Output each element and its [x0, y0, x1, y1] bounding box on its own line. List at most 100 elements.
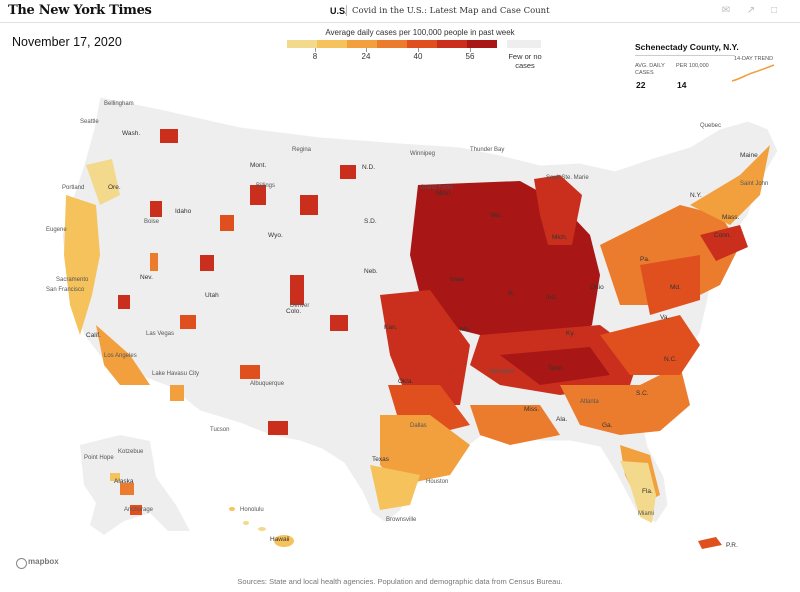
state-label: N.D.	[362, 164, 375, 171]
state-labels: Wash. Ore. Calif. Nev. Idaho Mont. Wyo. …	[86, 130, 758, 549]
state-label: Ky.	[566, 330, 575, 337]
state-label: Neb.	[364, 268, 378, 275]
top-bar: The New York Times U.S. Covid in the U.S…	[0, 0, 800, 23]
hawaii-island	[243, 521, 249, 525]
hawaii-island	[258, 527, 266, 531]
state-label: Ala.	[556, 416, 567, 423]
place-labels: Bellingham Seattle Portland Eugene Sacra…	[46, 101, 768, 523]
per-100k-header: PER 100,000	[676, 63, 709, 69]
place-label: Anchorage	[124, 507, 154, 513]
state-label: N.C.	[664, 356, 677, 363]
place-label: Point Hope	[84, 455, 114, 461]
legend-swatch	[377, 40, 407, 48]
legend-swatch	[467, 40, 497, 48]
place-label: Sault Ste. Marie	[546, 175, 589, 181]
place-label: Houston	[426, 479, 448, 485]
covid-case-map[interactable]: Wash. Ore. Calif. Nev. Idaho Mont. Wyo. …	[0, 85, 800, 555]
place-label: Saint John	[740, 181, 768, 187]
divider	[635, 55, 735, 56]
legend-tick-label: 40	[413, 52, 423, 61]
legend-tickmark	[418, 48, 419, 52]
state-label: Wis.	[490, 212, 503, 219]
legend-swatch	[437, 40, 467, 48]
place-label: Dallas	[410, 423, 427, 429]
place-label: Lake Havasu City	[152, 371, 199, 377]
place-label: Billings	[256, 183, 275, 189]
state-label: Alaska	[114, 478, 134, 485]
legend-tick-label: 8	[312, 52, 318, 61]
legend-swatch	[407, 40, 437, 48]
state-label: Nev.	[140, 274, 153, 281]
nyt-logo[interactable]: The New York Times	[8, 3, 152, 18]
legend-tickmark	[315, 48, 316, 52]
legend-no-data-swatch	[507, 40, 541, 48]
share-icon[interactable]: ✉	[721, 5, 731, 16]
place-label: Las Vegas	[146, 331, 174, 337]
legend-swatch	[317, 40, 347, 48]
state-label: Utah	[205, 292, 219, 299]
place-label: Tucson	[210, 427, 229, 433]
place-label: Memphis	[490, 369, 514, 375]
place-label: Quebec	[700, 123, 721, 129]
state-label: Minn.	[436, 190, 452, 197]
state-label: Conn.	[714, 232, 732, 239]
legend-swatch	[287, 40, 317, 48]
legend-color-scale	[287, 40, 497, 48]
place-label: Eugene	[46, 227, 67, 233]
place-label: Albuquerque	[250, 381, 285, 387]
place-label: Atlanta	[580, 399, 599, 405]
state-label: Maine	[740, 152, 758, 159]
place-label: Los Angeles	[104, 353, 137, 359]
place-label: Brownsville	[386, 517, 417, 523]
legend-tick-label: 24	[361, 52, 371, 61]
hawaii-island	[274, 535, 294, 547]
state-label: Va.	[660, 314, 669, 321]
state-label: Ind.	[546, 294, 557, 301]
state-label: Calif.	[86, 332, 101, 339]
place-label: Miami	[638, 511, 654, 517]
trend-sparkline	[731, 64, 775, 82]
map-date: November 17, 2020	[12, 35, 122, 49]
state-label: Mont.	[250, 162, 266, 169]
divider	[346, 5, 347, 16]
place-label: Winnipeg	[410, 151, 435, 157]
mapbox-icon[interactable]	[16, 558, 27, 569]
state-label: Wyo.	[268, 232, 283, 239]
page-headline: Covid in the U.S.: Latest Map and Case C…	[352, 6, 550, 16]
mapbox-attribution[interactable]: mapbox	[28, 557, 59, 566]
state-label: Mich.	[552, 234, 568, 241]
legend-no-data-label: Few or no cases	[508, 52, 542, 70]
state-label: N.Y.	[690, 192, 702, 199]
place-label: Bellingham	[104, 101, 134, 107]
source-note: Sources: State and local health agencies…	[237, 577, 563, 586]
state-label: S.D.	[364, 218, 377, 225]
section-label[interactable]: U.S.	[330, 6, 348, 16]
state-label: Fla.	[642, 488, 653, 495]
place-label: Grand Forks	[420, 185, 453, 191]
state-label: Mass.	[722, 214, 740, 221]
place-label: Kotzebue	[118, 449, 144, 455]
hawaii-island	[229, 507, 235, 511]
place-label: Boise	[144, 219, 160, 225]
per-100k-value: 14	[677, 80, 687, 90]
place-label: Portland	[62, 185, 84, 191]
place-label: Regina	[292, 147, 312, 153]
place-label: Thunder Bay	[470, 147, 504, 153]
place-label: Denver	[290, 303, 309, 309]
state-label: Md.	[670, 284, 681, 291]
legend-swatch	[347, 40, 377, 48]
state-label: Miss.	[524, 406, 539, 413]
county-name: Schenectady County, N.Y.	[635, 42, 739, 52]
place-label: Honolulu	[240, 507, 264, 513]
place-label: San Francisco	[46, 287, 85, 293]
place-label: Seattle	[80, 119, 99, 125]
bookmark-icon[interactable]: □	[770, 5, 778, 16]
state-label: P.R.	[726, 542, 738, 549]
link-icon[interactable]: ↗	[746, 5, 756, 16]
avg-daily-cases-value: 22	[636, 80, 646, 90]
avg-daily-cases-header: AVG. DAILY CASES	[635, 63, 665, 76]
state-label: Wash.	[122, 130, 140, 137]
state-label: Mo.	[460, 326, 471, 333]
state-label: Iowa	[450, 276, 464, 283]
trend-header: 14-DAY TREND	[734, 56, 774, 62]
